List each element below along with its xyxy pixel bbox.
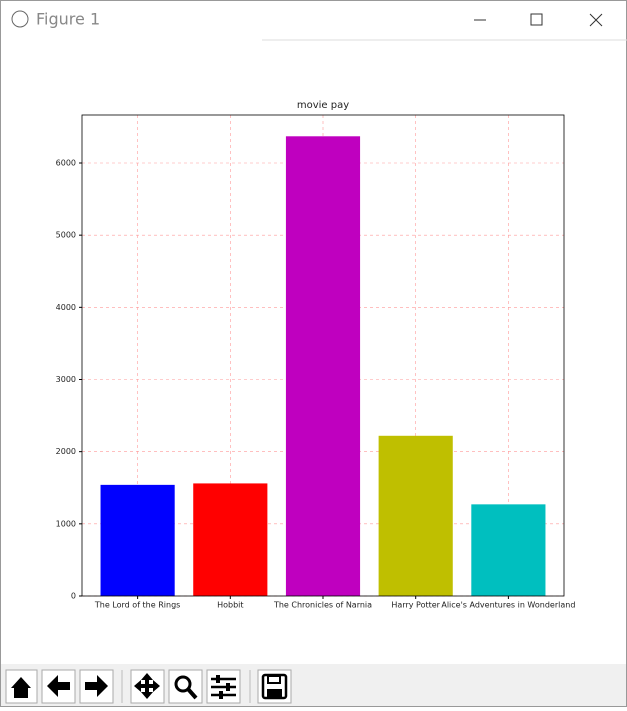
title-bar: Figure 1	[11, 10, 627, 41]
maximize-button[interactable]	[530, 13, 543, 26]
y-tick-label: 6000	[56, 158, 76, 167]
y-tick-label: 3000	[56, 375, 76, 384]
plot-area: 0 1000 2000 3000 4000 5000 6000 The Lord of the…	[56, 114, 575, 610]
x-tick-label: Hobbit	[217, 601, 243, 610]
forward-button[interactable]	[79, 669, 114, 704]
y-tick-label: 2000	[56, 447, 76, 456]
axes-frame	[81, 114, 565, 597]
y-tick-label: 5000	[56, 231, 76, 240]
bar	[193, 483, 268, 596]
app-icon	[11, 10, 29, 28]
bar	[100, 484, 175, 596]
x-tick-label: Harry Potter	[391, 601, 440, 610]
y-tick-label: 1000	[56, 519, 76, 528]
zoom-button[interactable]	[168, 669, 203, 704]
chart-title: movie pay	[297, 100, 349, 111]
x-tick-label: Alice's Adventures in Wonderland	[441, 601, 575, 610]
y-tick-label: 0	[71, 592, 76, 601]
configure-button[interactable]	[206, 669, 241, 704]
back-button[interactable]	[41, 669, 76, 704]
y-tick-label: 4000	[56, 303, 76, 312]
home-button[interactable]	[5, 669, 38, 704]
close-button[interactable]	[589, 13, 603, 27]
window-title: Figure 1	[36, 10, 100, 29]
x-tick-label: The Lord of the Rings	[94, 601, 180, 610]
x-tick-label: The Chronicles of Narnia	[273, 601, 372, 610]
save-button[interactable]	[257, 669, 292, 704]
toolbar	[1, 664, 626, 706]
bar	[285, 136, 361, 597]
bar	[471, 504, 546, 596]
pan-button[interactable]	[130, 669, 165, 704]
bar	[378, 435, 453, 596]
